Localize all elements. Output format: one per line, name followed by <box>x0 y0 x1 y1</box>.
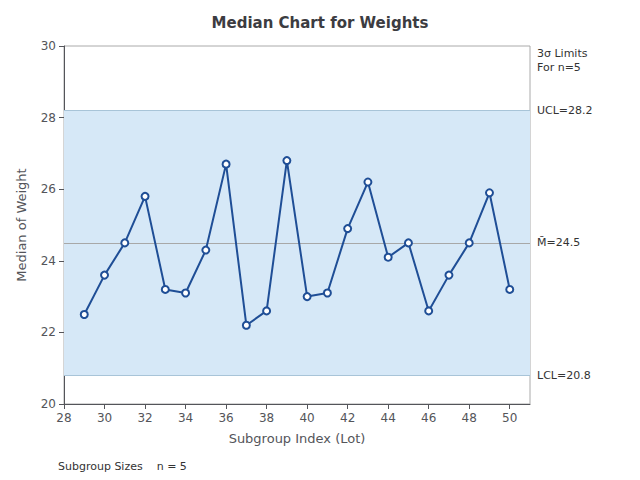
svg-text:Subgroup Sizes n = 5: Subgroup Sizes n = 5 <box>58 460 187 473</box>
svg-text:LCL=20.8: LCL=20.8 <box>537 369 591 382</box>
svg-text:42: 42 <box>340 411 355 425</box>
svg-text:50: 50 <box>502 411 517 425</box>
svg-text:40: 40 <box>299 411 314 425</box>
svg-text:24: 24 <box>41 254 56 268</box>
svg-text:For n=5: For n=5 <box>537 61 581 74</box>
svg-text:36: 36 <box>218 411 233 425</box>
svg-text:30: 30 <box>41 39 56 53</box>
svg-text:44: 44 <box>381 411 396 425</box>
svg-text:M̄=24.5: M̄=24.5 <box>537 236 580 249</box>
svg-text:32: 32 <box>137 411 152 425</box>
svg-text:3σ Limits: 3σ Limits <box>537 47 588 60</box>
svg-text:28: 28 <box>41 111 56 125</box>
svg-text:Median Chart for Weights: Median Chart for Weights <box>212 14 429 32</box>
svg-text:38: 38 <box>259 411 274 425</box>
svg-text:Subgroup Index (Lot): Subgroup Index (Lot) <box>229 431 366 446</box>
svg-text:30: 30 <box>97 411 112 425</box>
svg-text:34: 34 <box>178 411 193 425</box>
svg-text:48: 48 <box>462 411 477 425</box>
svg-text:UCL=28.2: UCL=28.2 <box>537 104 593 117</box>
svg-text:28: 28 <box>56 411 71 425</box>
svg-text:Median of Weight: Median of Weight <box>14 168 29 281</box>
svg-text:20: 20 <box>41 397 56 411</box>
svg-text:46: 46 <box>421 411 436 425</box>
svg-text:26: 26 <box>41 182 56 196</box>
svg-text:22: 22 <box>41 325 56 339</box>
